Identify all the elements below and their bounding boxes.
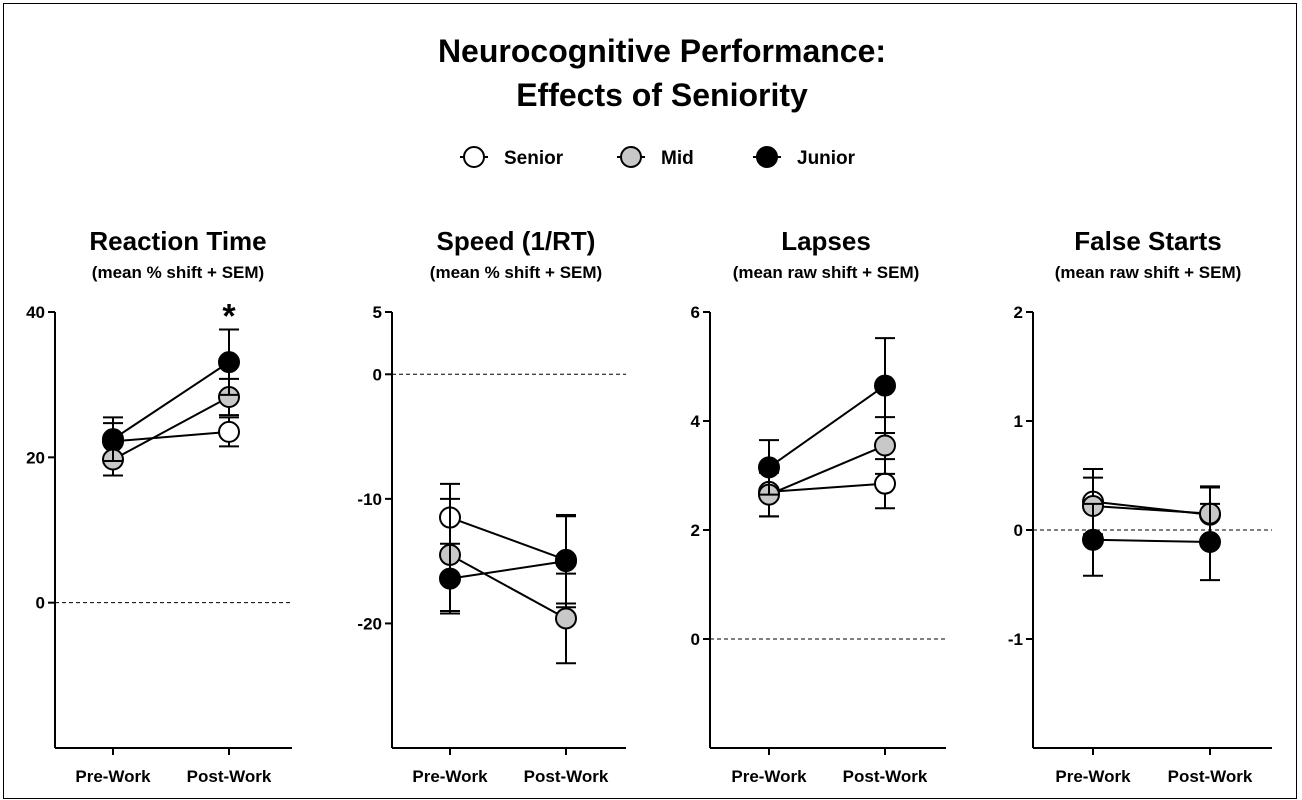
data-point-junior [439,567,461,590]
legend-marker-mid [620,146,642,168]
x-tick-label: Pre-Work [731,767,807,786]
y-tick-label: 2 [691,521,700,540]
x-tick-label: Pre-Work [75,767,151,786]
y-tick-label: -10 [357,490,382,509]
series-line-junior [768,384,886,469]
panel-reaction-time: Reaction Time (mean % shift + SEM) 40 20 0 Pr… [26,226,292,786]
panel-subtitle: (mean raw shift + SEM) [733,263,920,282]
data-point-junior [1199,530,1221,553]
series-junior [439,514,577,615]
x-tick-label: Post-Work [187,767,272,786]
significance-asterisk: * [222,297,236,335]
x-tick-label: Post-Work [1168,767,1253,786]
panel-speed-1-rt: Speed (1/RT) (mean % shift + SEM) 5 0 -10 -20… [357,226,626,786]
panel-false-starts: False Starts (mean raw shift + SEM) 2 1 0 -1 P… [1008,226,1272,786]
y-tick-label: 5 [373,303,382,322]
series-line-senior [112,430,230,443]
panels: Reaction Time(mean % shift + SEM)40200Pr… [26,226,1272,786]
legend-label-junior: Junior [797,148,856,169]
y-tick-label: -20 [357,614,382,633]
legend-label-mid: Mid [661,148,694,169]
x-tick-label: Post-Work [843,767,928,786]
series-line-mid [449,554,567,620]
series-line-junior [449,560,567,580]
data-point-senior [874,472,896,495]
panel-subtitle: (mean % shift + SEM) [92,263,264,282]
data-point-junior [218,351,240,374]
data-point-junior [102,428,124,451]
series-junior [758,337,896,496]
y-tick-label: 20 [26,448,45,467]
legend-marker-senior [463,146,485,168]
panel-subtitle: (mean % shift + SEM) [430,263,602,282]
y-tick-label: 0 [373,365,382,384]
y-tick-label: 0 [36,594,45,613]
data-point-junior [555,550,577,573]
series-mid [1082,476,1221,542]
data-point-senior [218,420,240,443]
data-point-junior [1082,528,1104,551]
series-line-senior [768,482,886,493]
figure-title-line1: Neurocognitive Performance: [438,33,886,69]
panel-lapses: Lapses (mean raw shift + SEM) 6 4 2 0 Pre-Work… [691,226,946,786]
y-tick-label: 6 [691,303,700,322]
y-tick-label: 1 [1014,412,1023,431]
y-tick-label: 40 [26,303,45,322]
panel-title: Reaction Time [89,226,266,256]
figure-title-line2: Effects of Seniority [516,77,808,113]
series-line-junior [1092,538,1211,543]
series-line-senior [449,516,567,561]
legend-marker-junior [756,146,778,168]
data-point-mid [555,607,577,630]
panel-title: Speed (1/RT) [437,226,596,256]
x-tick-label: Pre-Work [1055,767,1131,786]
panel-title: Lapses [781,226,871,256]
series-line-mid [768,444,886,496]
y-tick-label: 0 [691,630,700,649]
x-tick-label: Pre-Work [412,767,488,786]
series-mid [439,497,577,665]
y-tick-label: 4 [691,412,701,431]
figure-frame [3,3,1297,799]
series-line-junior [112,361,230,440]
data-point-mid [874,434,896,457]
y-tick-label: 0 [1014,521,1023,540]
y-tick-label: 2 [1014,303,1023,322]
series-line-mid [1092,505,1211,515]
series-mid [102,377,240,477]
x-tick-label: Post-Work [524,767,609,786]
panel-subtitle: (mean raw shift + SEM) [1055,263,1242,282]
legend-label-senior: Senior [504,148,564,169]
panel-title: False Starts [1074,226,1221,256]
series-line-mid [112,396,230,461]
data-point-junior [758,456,780,479]
series-junior [1082,502,1221,582]
series-junior [102,328,240,462]
y-tick-label: -1 [1008,630,1023,649]
legend: Senior Mid Junior [460,146,856,169]
data-point-junior [874,374,896,397]
